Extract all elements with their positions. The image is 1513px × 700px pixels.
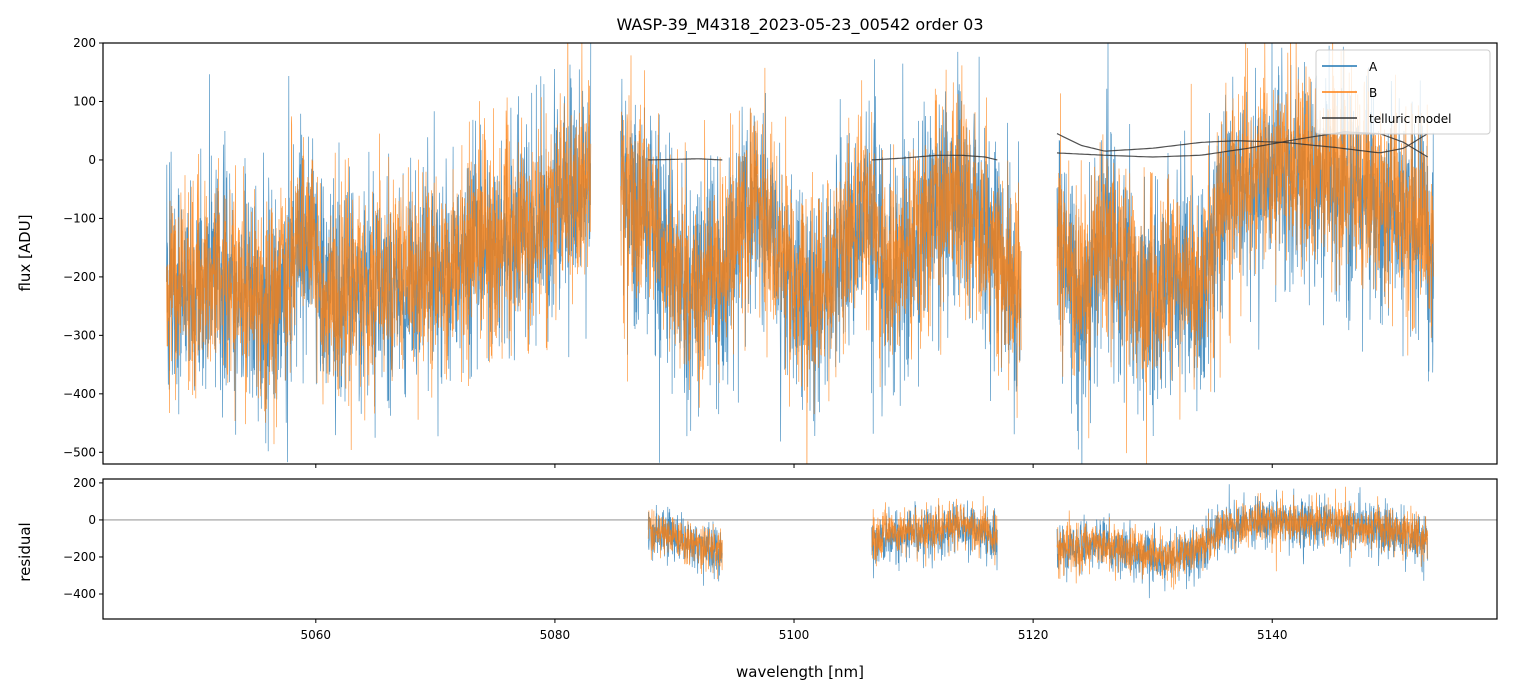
legend: A B telluric model xyxy=(1315,49,1491,135)
flux-ylabel: flux [ADU] xyxy=(16,214,34,291)
legend-label-a: A xyxy=(1369,60,1378,74)
flux-ytick-label: −500 xyxy=(63,445,96,459)
flux-ytick-label: −100 xyxy=(63,211,96,225)
residual-ytick-label: −200 xyxy=(63,550,96,564)
residual-series-b-segment-2 xyxy=(1056,486,1429,590)
flux-ytick-label: −400 xyxy=(63,387,96,401)
flux-series-b-segment-0 xyxy=(166,43,592,451)
x-axis-label: wavelength [nm] xyxy=(736,663,864,681)
flux-ytick-label: −300 xyxy=(63,328,96,342)
xtick-label: 5060 xyxy=(301,628,332,642)
residual-axes-frame xyxy=(102,478,1498,620)
legend-label-telluric: telluric model xyxy=(1369,112,1451,126)
telluric-model-line-2 xyxy=(1056,133,1429,154)
residual-ytick-label: 200 xyxy=(73,476,96,490)
residual-ytick-label: 0 xyxy=(88,513,96,527)
flux-ytick-label: −200 xyxy=(63,270,96,284)
flux-axes-frame xyxy=(102,42,1498,465)
residual-plot-area xyxy=(103,484,1497,599)
xtick-label: 5080 xyxy=(540,628,571,642)
xtick-label: 5120 xyxy=(1018,628,1049,642)
residual-ylabel: residual xyxy=(16,522,34,581)
residual-series-b-segment-1 xyxy=(871,496,998,567)
telluric-model-line-1 xyxy=(871,154,998,161)
flux-ytick-label: 0 xyxy=(88,153,96,167)
residual-ytick-label: −400 xyxy=(63,587,96,601)
legend-label-b: B xyxy=(1369,86,1377,100)
flux-series-b-segment-2 xyxy=(1056,43,1434,464)
xtick-label: 5140 xyxy=(1257,628,1288,642)
telluric-model-line-0 xyxy=(648,158,723,161)
chart-title: WASP-39_M4318_2023-05-23_00542 order 03 xyxy=(616,15,983,35)
residual-series-b-segment-0 xyxy=(647,509,723,580)
flux-plot-area xyxy=(166,43,1434,464)
xtick-label: 5100 xyxy=(779,628,810,642)
flux-ytick-label: 200 xyxy=(73,36,96,50)
flux-ytick-label: 100 xyxy=(73,94,96,108)
flux-series-b-segment-1 xyxy=(620,55,1022,464)
